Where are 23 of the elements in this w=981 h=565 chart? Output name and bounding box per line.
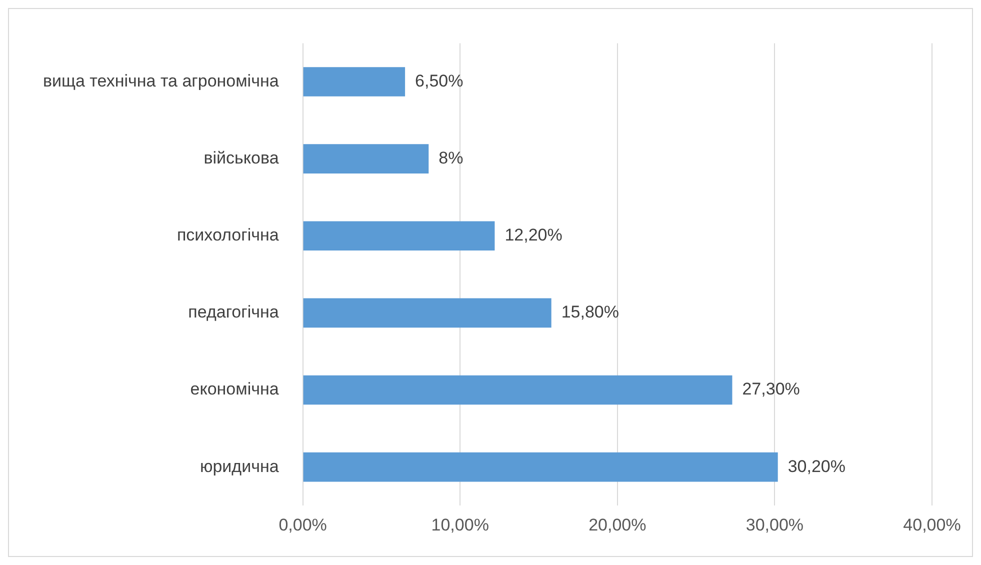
y-tick-label: психологічна — [176, 226, 280, 245]
bar — [303, 298, 552, 328]
data-label: 8% — [438, 148, 464, 168]
x-tick-label: 20,00% — [588, 515, 646, 534]
x-tick-label: 0,00% — [278, 515, 327, 534]
y-tick-label: економічна — [190, 380, 280, 399]
data-label: 15,80% — [561, 302, 620, 322]
data-label: 6,50% — [415, 71, 464, 90]
data-label: 27,30% — [742, 380, 800, 399]
bar — [303, 452, 778, 482]
x-tick-label: 10,00% — [431, 515, 489, 534]
x-tick-label: 30,00% — [746, 515, 804, 534]
bar — [303, 375, 732, 405]
x-tick-label: 40,00% — [903, 515, 961, 534]
bar — [303, 67, 406, 96]
y-tick-label: юридична — [200, 456, 280, 476]
bar — [303, 144, 429, 174]
y-tick-label: вища технічна та агрономічна — [42, 71, 280, 90]
data-label: 12,20% — [504, 226, 562, 245]
y-tick-label: педагогічна — [188, 302, 280, 322]
bar — [303, 221, 495, 251]
y-tick-label: військова — [204, 148, 280, 168]
data-label: 30,20% — [788, 456, 846, 476]
